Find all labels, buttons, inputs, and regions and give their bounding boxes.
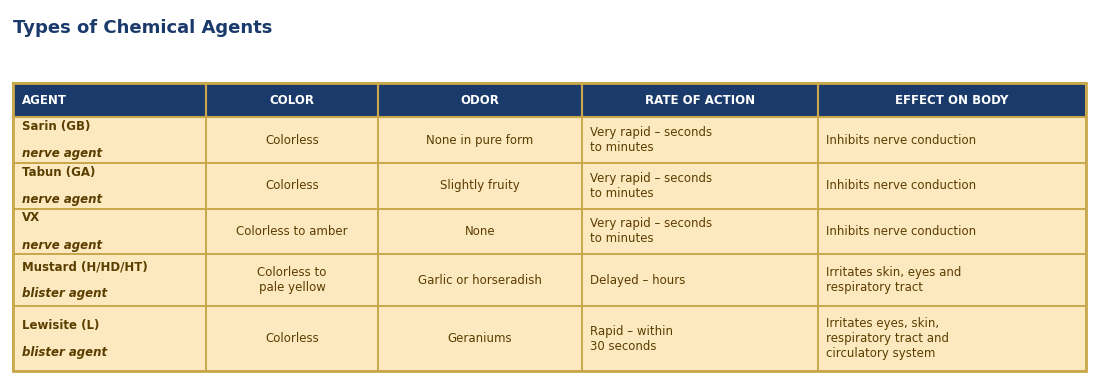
Bar: [378, 209, 581, 254]
Bar: [13, 306, 207, 371]
Text: nerve agent: nerve agent: [22, 147, 102, 160]
Bar: [378, 117, 581, 163]
Bar: [818, 117, 1086, 163]
Text: Colorless to amber: Colorless to amber: [236, 225, 348, 238]
Text: nerve agent: nerve agent: [22, 193, 102, 206]
Bar: [581, 209, 818, 254]
Text: Mustard (H/HD/HT): Mustard (H/HD/HT): [22, 260, 147, 273]
Bar: [207, 254, 378, 306]
Text: None: None: [465, 225, 495, 238]
Text: Inhibits nerve conduction: Inhibits nerve conduction: [826, 225, 977, 238]
Text: Irritates skin, eyes and
respiratory tract: Irritates skin, eyes and respiratory tra…: [826, 266, 962, 294]
Text: Colorless: Colorless: [265, 332, 319, 345]
Bar: [207, 83, 378, 117]
Bar: [581, 83, 818, 117]
Text: AGENT: AGENT: [22, 94, 67, 107]
Text: Inhibits nerve conduction: Inhibits nerve conduction: [826, 134, 977, 147]
Bar: [581, 254, 818, 306]
Bar: [581, 117, 818, 163]
Text: Garlic or horseradish: Garlic or horseradish: [418, 274, 542, 287]
Text: Very rapid – seconds
to minutes: Very rapid – seconds to minutes: [590, 126, 712, 154]
Text: blister agent: blister agent: [22, 346, 107, 359]
Bar: [378, 83, 581, 117]
Text: blister agent: blister agent: [22, 287, 107, 301]
Text: Colorless: Colorless: [265, 179, 319, 193]
Text: Delayed – hours: Delayed – hours: [590, 274, 686, 287]
Text: Very rapid – seconds
to minutes: Very rapid – seconds to minutes: [590, 218, 712, 246]
Bar: [378, 163, 581, 209]
Text: Rapid – within
30 seconds: Rapid – within 30 seconds: [590, 325, 674, 353]
Text: RATE OF ACTION: RATE OF ACTION: [645, 94, 755, 107]
Bar: [818, 83, 1086, 117]
Text: Inhibits nerve conduction: Inhibits nerve conduction: [826, 179, 977, 193]
Text: Tabun (GA): Tabun (GA): [22, 166, 96, 179]
Bar: [13, 83, 1086, 371]
Bar: [13, 163, 207, 209]
Bar: [13, 209, 207, 254]
Text: Slightly fruity: Slightly fruity: [440, 179, 520, 193]
Bar: [207, 163, 378, 209]
Text: Geraniums: Geraniums: [447, 332, 512, 345]
Bar: [378, 306, 581, 371]
Text: Very rapid – seconds
to minutes: Very rapid – seconds to minutes: [590, 172, 712, 200]
Bar: [13, 254, 207, 306]
Text: EFFECT ON BODY: EFFECT ON BODY: [895, 94, 1009, 107]
Text: None in pure form: None in pure form: [426, 134, 533, 147]
Bar: [13, 117, 207, 163]
Bar: [207, 117, 378, 163]
Bar: [207, 306, 378, 371]
Bar: [818, 254, 1086, 306]
Text: nerve agent: nerve agent: [22, 239, 102, 252]
Bar: [581, 306, 818, 371]
Bar: [818, 306, 1086, 371]
Bar: [818, 209, 1086, 254]
Bar: [207, 209, 378, 254]
Text: COLOR: COLOR: [269, 94, 314, 107]
Bar: [13, 83, 207, 117]
Text: Lewisite (L): Lewisite (L): [22, 319, 99, 332]
Text: VX: VX: [22, 211, 40, 224]
Text: Colorless: Colorless: [265, 134, 319, 147]
Text: Types of Chemical Agents: Types of Chemical Agents: [13, 19, 273, 37]
Text: Colorless to
pale yellow: Colorless to pale yellow: [257, 266, 326, 294]
Bar: [581, 163, 818, 209]
Text: ODOR: ODOR: [460, 94, 499, 107]
Bar: [378, 254, 581, 306]
Text: Irritates eyes, skin,
respiratory tract and
circulatory system: Irritates eyes, skin, respiratory tract …: [826, 317, 950, 360]
Text: Sarin (GB): Sarin (GB): [22, 120, 90, 133]
Bar: [818, 163, 1086, 209]
